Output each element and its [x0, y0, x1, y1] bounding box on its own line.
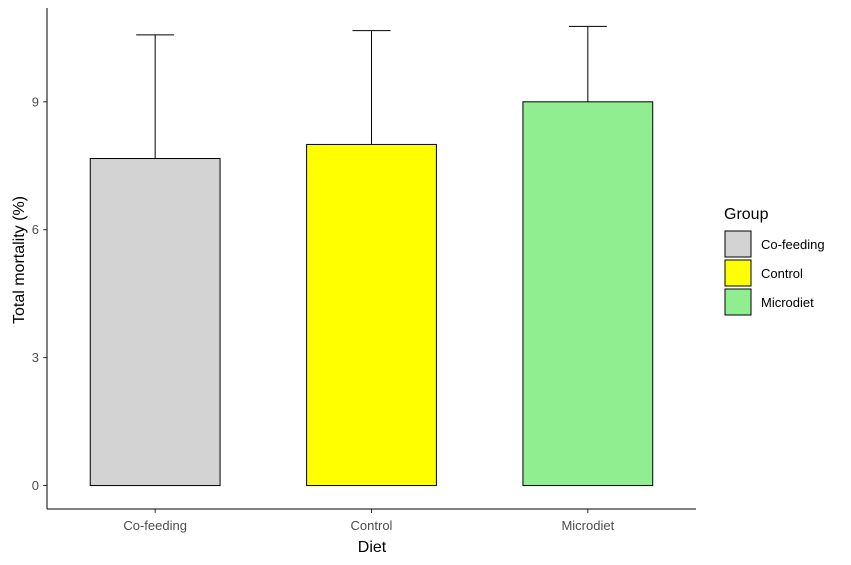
legend-title: Group	[724, 206, 769, 223]
x-axis-ticks: Co-feeding Control Microdiet	[123, 509, 615, 533]
legend: Group Co-feeding Control Microdiet	[724, 206, 825, 316]
x-tick-label: Microdiet	[561, 518, 614, 533]
x-tick-label: Control	[351, 518, 393, 533]
legend-key-microdiet	[724, 288, 752, 316]
legend-label: Co-feeding	[761, 237, 825, 252]
y-axis-title: Total mortality (%)	[11, 196, 28, 324]
y-axis-ticks: 0 3 6 9	[32, 94, 47, 493]
x-axis-title: Diet	[358, 539, 387, 556]
error-bars	[136, 25, 607, 159]
y-tick-label: 6	[32, 222, 39, 237]
bars	[89, 101, 654, 487]
bar-control	[306, 143, 437, 487]
y-tick-label: 9	[32, 94, 39, 109]
bar-microdiet	[522, 101, 654, 487]
x-tick-label: Co-feeding	[123, 518, 187, 533]
y-tick-label: 3	[32, 350, 39, 365]
bar-co-feeding	[89, 158, 221, 487]
legend-label: Control	[761, 266, 803, 281]
legend-key-control	[724, 259, 752, 287]
legend-label: Microdiet	[761, 295, 814, 310]
y-tick-label: 0	[32, 478, 39, 493]
legend-key-co-feeding	[724, 230, 752, 258]
